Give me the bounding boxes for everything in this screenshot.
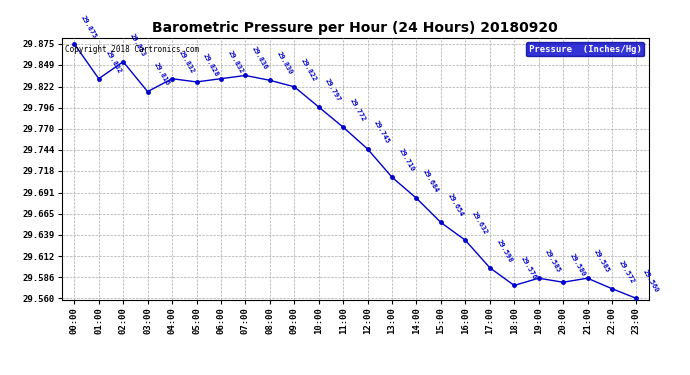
Text: 29.745: 29.745 [373, 119, 391, 144]
Text: 29.572: 29.572 [618, 259, 635, 284]
Text: 29.684: 29.684 [422, 169, 440, 194]
Text: 29.654: 29.654 [446, 193, 464, 218]
Text: 29.585: 29.585 [544, 249, 562, 274]
Text: 29.836: 29.836 [251, 46, 269, 71]
Text: 29.772: 29.772 [348, 98, 366, 123]
Text: 29.632: 29.632 [471, 211, 489, 236]
Text: 29.853: 29.853 [129, 32, 147, 57]
Text: 29.816: 29.816 [153, 62, 171, 87]
Text: 29.832: 29.832 [177, 49, 195, 74]
Title: Barometric Pressure per Hour (24 Hours) 20180920: Barometric Pressure per Hour (24 Hours) … [152, 21, 558, 35]
Text: 29.580: 29.580 [569, 253, 586, 278]
Text: 29.710: 29.710 [397, 148, 415, 172]
Text: 29.832: 29.832 [104, 49, 122, 74]
Text: Copyright 2018 Cartronics.com: Copyright 2018 Cartronics.com [65, 45, 199, 54]
Text: 29.797: 29.797 [324, 77, 342, 102]
Text: 29.598: 29.598 [495, 238, 513, 263]
Text: 29.560: 29.560 [642, 269, 660, 294]
Text: 29.828: 29.828 [202, 52, 220, 77]
Text: 29.576: 29.576 [520, 256, 538, 281]
Text: 29.830: 29.830 [275, 51, 293, 76]
Legend: Pressure  (Inches/Hg): Pressure (Inches/Hg) [526, 42, 644, 56]
Text: 29.822: 29.822 [300, 57, 318, 82]
Text: 29.832: 29.832 [226, 49, 244, 74]
Text: 29.875: 29.875 [80, 14, 98, 39]
Text: 29.585: 29.585 [593, 249, 611, 274]
